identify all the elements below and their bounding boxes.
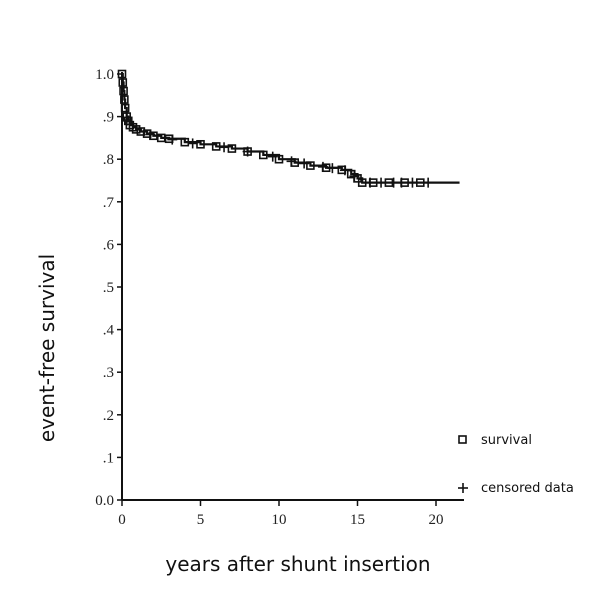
y-tick-label: .6 [103, 237, 115, 253]
y-ticks: 0.0 .1 .2 .3 .4 .5 .6 .7 .8 .9 1.0 [95, 67, 122, 509]
x-tick-label: 0 [118, 512, 126, 528]
censored-point [349, 171, 360, 182]
y-axis-label: event-free survival [35, 254, 59, 442]
censored-point [167, 134, 178, 145]
survival-point [120, 95, 129, 104]
survival-point [180, 137, 190, 147]
x-tick-label: 10 [272, 512, 287, 528]
censored-point [242, 146, 253, 157]
survival-point [156, 133, 166, 143]
y-tick-label: .1 [103, 450, 114, 466]
legend-label-survival: survival [481, 433, 532, 448]
survival-point [227, 144, 237, 153]
y-tick-label: .3 [103, 365, 114, 381]
survival-point [120, 103, 130, 113]
censored-point [187, 138, 198, 149]
censored-point [376, 177, 387, 188]
axes [121, 72, 464, 501]
survival-point [117, 69, 127, 79]
legend-square-marker [458, 435, 467, 444]
x-axis-label: years after shunt insertion [165, 552, 430, 576]
legend: survival censored data [458, 433, 574, 496]
y-tick-label: .9 [103, 110, 114, 126]
x-tick-label: 20 [429, 512, 444, 528]
legend-plus-marker [458, 483, 468, 493]
survival-point [306, 161, 315, 170]
y-tick-label: 0.0 [95, 493, 114, 509]
censored-point [407, 177, 418, 188]
censored-point [286, 156, 297, 167]
y-tick-label: 1.0 [95, 67, 114, 83]
legend-label-censored: censored data [481, 481, 574, 496]
survival-point [258, 150, 268, 160]
censored-point [317, 161, 328, 172]
survival-point [274, 154, 284, 164]
y-tick-label: .2 [103, 408, 114, 424]
censored-point [396, 177, 407, 188]
survival-point [131, 125, 141, 134]
y-tick-label: .8 [103, 152, 114, 168]
survival-point [211, 142, 221, 151]
y-tick-label: .4 [103, 323, 115, 339]
censored-point [267, 151, 278, 162]
censored-point [423, 177, 434, 188]
censored-point [327, 163, 338, 174]
x-ticks: 0 5 10 15 20 [118, 500, 444, 528]
markers [117, 69, 434, 188]
censored-point [339, 165, 350, 176]
censored-point [145, 129, 156, 140]
survival-point [119, 86, 128, 96]
x-tick-label: 5 [197, 512, 205, 528]
censored-point [299, 158, 310, 169]
censored-point [219, 142, 230, 153]
y-tick-label: .5 [103, 280, 114, 296]
censored-point [365, 177, 376, 188]
censored-point [121, 115, 132, 126]
survival-point [196, 139, 205, 149]
x-tick-label: 15 [350, 512, 365, 528]
survival-point [118, 78, 128, 87]
y-tick-label: .7 [103, 195, 115, 211]
